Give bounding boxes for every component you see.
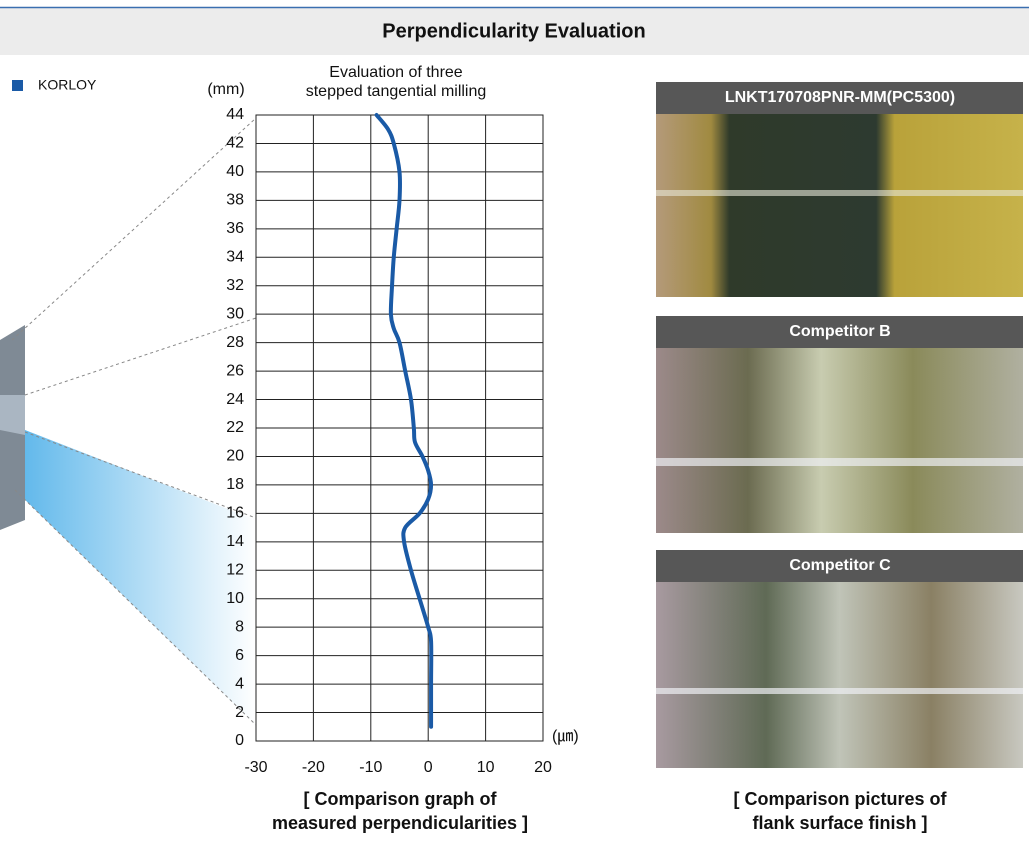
chart-title: Evaluation of three (329, 64, 463, 81)
chart-caption: measured perpendicularities ] (272, 813, 528, 833)
y-tick-label: 44 (226, 106, 244, 123)
legend-label: KORLOY (38, 77, 97, 93)
chart: 0246810121416182022242628303234363840424… (12, 64, 579, 833)
x-axis-label: (㎛) (552, 728, 579, 745)
page-title: Perpendicularity Evaluation (382, 20, 645, 42)
x-tick-label: -30 (244, 759, 267, 776)
y-tick-label: 32 (226, 277, 244, 294)
photo-label: Competitor B (789, 323, 890, 340)
y-tick-label: 34 (226, 248, 244, 265)
y-tick-label: 40 (226, 163, 244, 180)
y-tick-label: 26 (226, 362, 244, 379)
y-tick-label: 38 (226, 192, 244, 209)
y-tick-label: 16 (226, 505, 244, 522)
x-tick-label: 20 (534, 759, 552, 776)
projection-fan (15, 430, 256, 725)
y-axis-label: (mm) (207, 81, 244, 98)
y-tick-label: 36 (226, 220, 244, 237)
y-tick-label: 14 (226, 533, 244, 550)
legend-swatch (12, 80, 23, 91)
block-face (0, 395, 25, 435)
data-line (377, 115, 432, 727)
y-tick-label: 4 (235, 675, 244, 692)
photo (656, 582, 1023, 768)
y-tick-label: 42 (226, 135, 244, 152)
y-tick-label: 18 (226, 476, 244, 493)
y-tick-label: 24 (226, 391, 244, 408)
y-tick-label: 28 (226, 334, 244, 351)
photo-panels: LNKT170708PNR-MM(PC5300) Competitor B Co… (656, 82, 1023, 768)
photo-detail (656, 458, 1023, 466)
photo-label: Competitor C (789, 557, 891, 574)
caption: [ Comparison pictures of (733, 789, 947, 809)
chart-caption: [ Comparison graph of (304, 789, 498, 809)
x-tick-label: -20 (302, 759, 325, 776)
y-tick-label: 2 (235, 704, 244, 721)
x-tick-label: -10 (359, 759, 382, 776)
photo-detail (656, 688, 1023, 694)
y-tick-label: 20 (226, 448, 244, 465)
photo (656, 348, 1023, 533)
x-tick-label: 10 (477, 759, 495, 776)
y-tick-label: 22 (226, 419, 244, 436)
photo-label: LNKT170708PNR-MM(PC5300) (725, 89, 955, 106)
y-tick-label: 12 (226, 561, 244, 578)
caption: flank surface finish ] (752, 813, 927, 833)
chart-title: stepped tangential milling (306, 83, 487, 100)
y-tick-label: 0 (235, 732, 244, 749)
page: Perpendicularity Evaluation 024681012141… (0, 0, 1029, 838)
y-tick-label: 8 (235, 618, 244, 635)
y-tick-label: 6 (235, 647, 244, 664)
y-tick-label: 10 (226, 590, 244, 607)
x-tick-label: 0 (424, 759, 433, 776)
photo-detail (656, 190, 1023, 196)
y-tick-label: 30 (226, 305, 244, 322)
photo (656, 114, 1023, 297)
